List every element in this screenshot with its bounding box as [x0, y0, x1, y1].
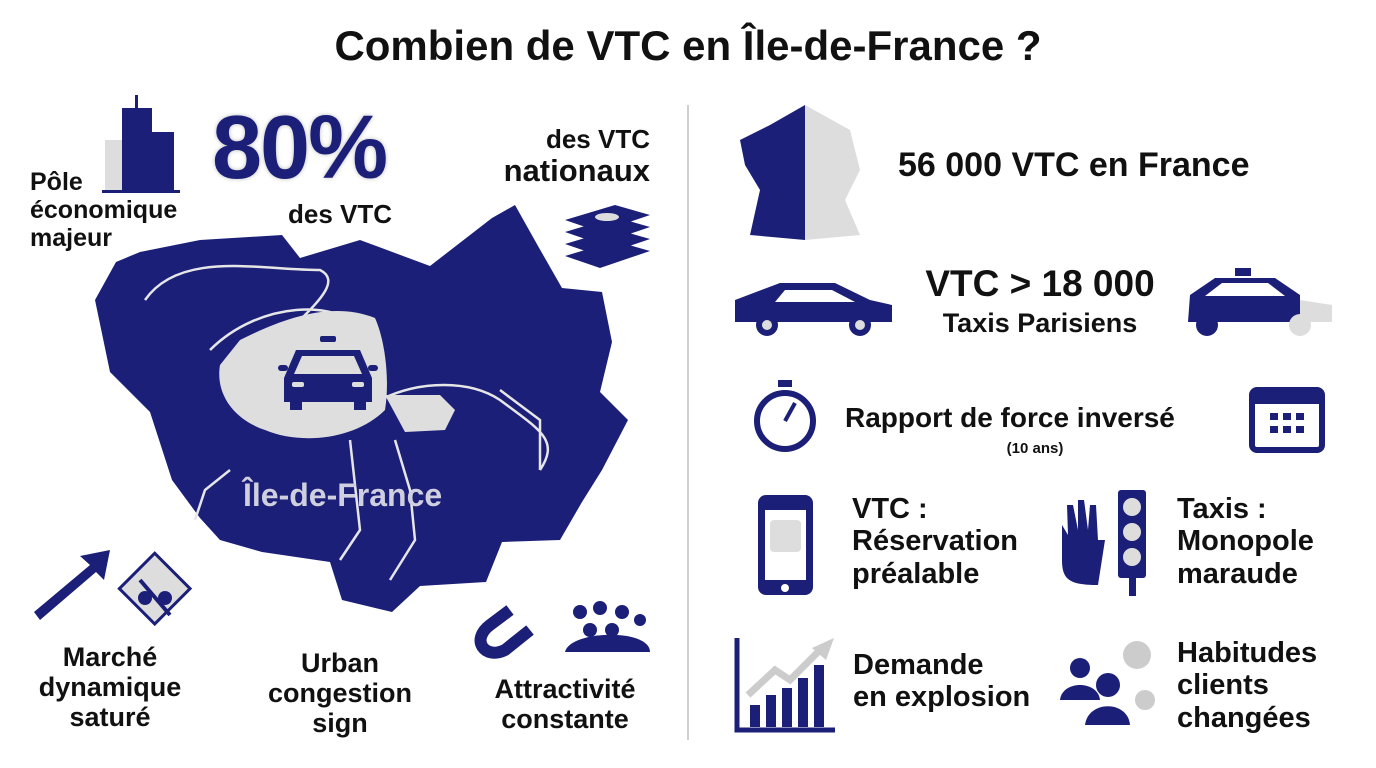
attract-text: Attractivité constante [470, 674, 660, 734]
traffic-light-icon [1118, 490, 1146, 596]
taxi-mono-line: maraude [1177, 557, 1298, 590]
vtc-res-line: préalable [852, 557, 980, 590]
taxi-icon [1188, 268, 1332, 336]
vtc-res-line: VTC : [852, 493, 928, 525]
urban-line: congestion [267, 678, 412, 709]
taxi-icon [278, 336, 378, 410]
building-icon [102, 95, 180, 193]
france-map-icon [740, 105, 860, 240]
demande-text: Demande en explosion [853, 649, 1030, 714]
demande-line: en explosion [853, 681, 1031, 714]
money-stack-icon [565, 205, 650, 268]
urban-line: sign [312, 708, 368, 739]
marche-text: Marché dynamique saturé [20, 642, 200, 733]
pole-line: économique [30, 196, 178, 224]
map-label: Île-de-France [243, 477, 443, 513]
france-total: 56 000 VTC en France [898, 146, 1250, 184]
hand-icon [1062, 500, 1105, 585]
habitudes-line: changées [1177, 701, 1311, 734]
urban-line: Urban [300, 648, 379, 678]
page-title: Combien de VTC en Île-de-France ? [334, 22, 1042, 69]
marche-line: Marché [62, 642, 158, 672]
stopwatch-icon [754, 380, 816, 452]
habitudes-text: Habitudes clients changées [1177, 637, 1317, 734]
percent-value: 80% [212, 98, 388, 198]
attract-line: Attractivité [494, 674, 636, 704]
taxi-monopole: Taxis : Monopole maraude [1177, 493, 1314, 590]
pole-text: Pôle économique majeur [30, 168, 177, 252]
growth-chart-icon [734, 638, 835, 733]
taxi-mono-line: Taxis : [1177, 493, 1267, 525]
smartphone-icon [758, 495, 813, 595]
calendar-icon [1249, 387, 1325, 453]
taxis-parisiens: Taxis Parisiens [942, 308, 1138, 338]
pole-line: majeur [30, 224, 112, 252]
taxi-mono-line: Monopole [1177, 525, 1314, 558]
crowd-icon [565, 601, 650, 652]
national-line: des VTC [545, 124, 650, 154]
car-icon [735, 283, 892, 336]
national-line: nationaux [503, 153, 650, 189]
magnet-icon [474, 605, 534, 659]
habitudes-line: Habitudes [1177, 637, 1318, 669]
vtc-vs-count: VTC > 18 000 [925, 263, 1155, 304]
pole-line: Pôle [30, 168, 83, 196]
national-text: des VTC nationaux [450, 124, 650, 189]
no-traffic-sign-icon [117, 551, 193, 627]
marche-line: dynamique [38, 672, 182, 703]
demande-line: Demande [853, 649, 984, 681]
divider [687, 105, 689, 740]
vtc-reservation: VTC : Réservation préalable [852, 493, 1018, 590]
percent-sub: des VTC [288, 199, 393, 229]
arrow-up-icon [34, 550, 110, 620]
rapport-text: Rapport de force inversé [845, 402, 1175, 433]
vtc-res-line: Réservation [852, 525, 1019, 558]
urban-text: Urban congestion sign [240, 648, 440, 739]
rapport-sub: (10 ans) [1006, 440, 1064, 457]
marche-line: saturé [69, 702, 151, 733]
habitudes-line: clients [1177, 669, 1269, 702]
attract-line: constante [501, 704, 629, 735]
users-gears-icon [1060, 641, 1155, 725]
